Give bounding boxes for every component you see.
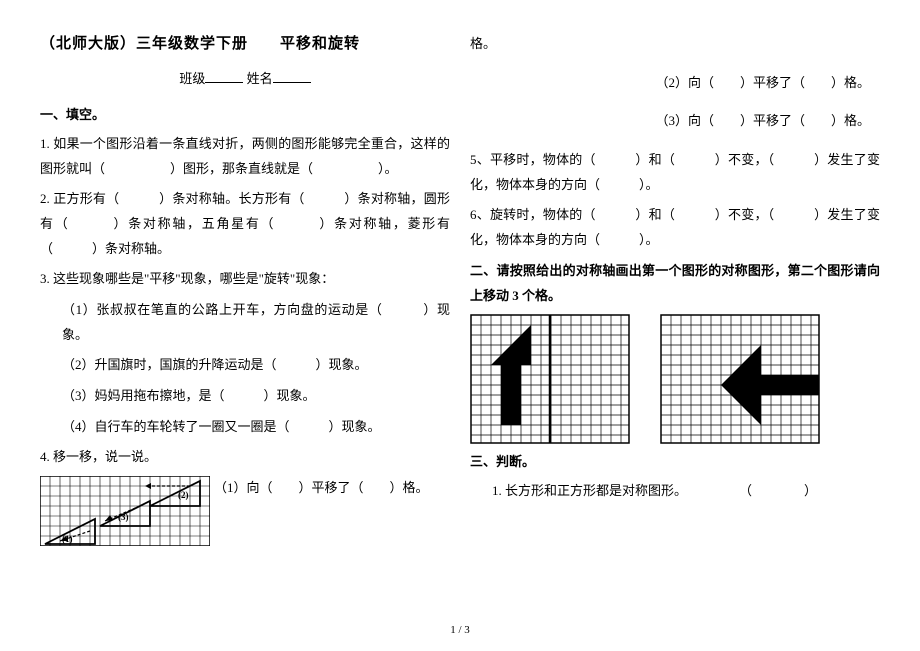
svg-text:(2): (2) [178,490,189,500]
q3-2: （2）升国旗时，国旗的升降运动是（ ）现象。 [40,353,450,378]
q2: 2. 正方形有（ ）条对称轴。长方形有（ ）条对称轴，圆形有（ ）条对称轴，五角… [40,187,450,261]
page-columns: （北师大版）三年级数学下册 平移和旋转 班级 姓名 一、填空。 1. 如果一个图… [40,30,880,546]
section-2-heading: 二、请按照给出的对称轴画出第一个图形的对称图形，第二个图形请向上移动 3 个格。 [470,259,880,308]
section-1-heading: 一、填空。 [40,103,450,128]
q4: 4. 移一移，说一说。 [40,445,450,470]
section-3-heading: 三、判断。 [470,450,880,475]
right-column: 格。 （2）向（ ）平移了（ ）格。 （3）向（ ）平移了（ ）格。 5、平移时… [470,30,880,546]
q4-ge: 格。 [470,32,880,57]
left-column: （北师大版）三年级数学下册 平移和旋转 班级 姓名 一、填空。 1. 如果一个图… [40,30,450,546]
q5: 5、平移时，物体的（ ）和（ ）不变，（ ）发生了变化，物体本身的方向（ ）。 [470,148,880,197]
page-number: 1 / 3 [450,620,470,641]
svg-text:(3): (3) [118,512,129,522]
q4-figure-row: (2) (3) (1) （1）向（ ）平移了（ ）格。 [40,476,450,546]
q4-1: （1）向（ ）平移了（ ）格。 [214,476,450,501]
class-label: 班级 [179,71,205,86]
figure-b [660,314,820,444]
q3: 3. 这些现象哪些是"平移"现象，哪些是"旋转"现象： [40,267,450,292]
q6: 6、旋转时，物体的（ ）和（ ）不变，（ ）发生了变化，物体本身的方向（ ）。 [470,203,880,252]
q3-4: （4）自行车的车轮转了一圈又一圈是（ ）现象。 [40,415,450,440]
triangle-grid-figure: (2) (3) (1) [40,476,210,546]
name-label: 姓名 [247,71,273,86]
q1: 1. 如果一个图形沿着一条直线对折，两侧的图形能够完全重合，这样的图形就叫（ ）… [40,132,450,181]
doc-title: （北师大版）三年级数学下册 平移和旋转 [40,30,450,59]
section-2-figures [470,314,880,444]
q4-3: （3）向（ ）平移了（ ）格。 [470,109,880,134]
svg-text:(1): (1) [62,534,73,544]
q3-1: （1）张叔叔在笔直的公路上开车，方向盘的运动是（ ）现象。 [40,298,450,347]
class-name-line: 班级 姓名 [40,67,450,92]
class-blank[interactable] [205,69,243,83]
q4-2: （2）向（ ）平移了（ ）格。 [470,71,880,96]
name-blank[interactable] [273,69,311,83]
sec3-q1: 1. 长方形和正方形都是对称图形。 （ ） [470,479,880,504]
q3-3: （3）妈妈用拖布擦地，是（ ）现象。 [40,384,450,409]
figure-a [470,314,630,444]
